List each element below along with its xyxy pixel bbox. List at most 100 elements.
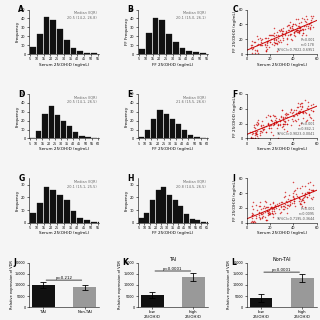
Point: [266, 36, 271, 41]
Point: [303, 193, 308, 198]
Point: [271, 200, 276, 205]
Point: [297, 26, 302, 31]
Point: [268, 36, 274, 42]
Point: [268, 39, 273, 44]
Point: [294, 28, 299, 33]
Point: [293, 29, 299, 34]
Point: [277, 118, 282, 124]
Bar: [44, 17, 49, 54]
Point: [302, 18, 307, 23]
Bar: [157, 110, 163, 139]
Point: [279, 31, 284, 36]
Point: [258, 42, 263, 47]
Point: [292, 203, 298, 208]
Bar: [166, 35, 172, 54]
Point: [274, 37, 279, 42]
Y-axis label: FF 25(OH)D (ng/mL): FF 25(OH)D (ng/mL): [234, 180, 237, 221]
Point: [307, 193, 312, 198]
Point: [267, 211, 272, 216]
Text: C: C: [233, 5, 238, 14]
Point: [250, 43, 255, 48]
Point: [258, 216, 263, 221]
Point: [253, 51, 258, 56]
Point: [250, 213, 255, 218]
Point: [250, 46, 255, 51]
Point: [299, 27, 304, 32]
Bar: [71, 212, 76, 223]
Point: [285, 22, 290, 27]
Point: [253, 130, 259, 135]
Point: [293, 192, 298, 197]
Point: [260, 215, 265, 220]
Point: [271, 114, 276, 119]
Point: [298, 24, 303, 29]
Point: [252, 40, 258, 45]
Point: [306, 21, 311, 27]
Point: [304, 13, 309, 19]
Point: [252, 122, 257, 127]
Point: [276, 36, 281, 41]
Point: [304, 24, 309, 29]
Point: [308, 179, 313, 184]
Point: [308, 20, 313, 25]
Point: [265, 38, 270, 44]
Text: Median (IQR)
20.5 (14.1, 26.5): Median (IQR) 20.5 (14.1, 26.5): [67, 95, 97, 104]
Y-axis label: FF 25(OH)D (ng/mL): FF 25(OH)D (ng/mL): [234, 95, 237, 137]
Point: [253, 131, 258, 136]
Point: [305, 25, 310, 30]
Y-axis label: Frequency: Frequency: [16, 190, 20, 211]
Bar: [207, 138, 212, 139]
Bar: [200, 53, 205, 54]
Point: [278, 28, 283, 33]
Point: [307, 111, 312, 116]
Title: TAI: TAI: [169, 257, 177, 262]
Bar: [167, 195, 172, 223]
Point: [282, 111, 287, 116]
Point: [255, 122, 260, 127]
Point: [248, 44, 253, 49]
Point: [271, 43, 276, 48]
Point: [272, 211, 277, 216]
Point: [260, 213, 265, 219]
Point: [308, 19, 313, 24]
Point: [259, 125, 264, 131]
Point: [299, 201, 304, 206]
Text: Median (IQR)
20.5 (14.2, 26.8): Median (IQR) 20.5 (14.2, 26.8): [67, 11, 97, 20]
Point: [310, 24, 316, 29]
Point: [278, 119, 283, 124]
Point: [249, 203, 254, 208]
Point: [271, 30, 276, 35]
Point: [290, 118, 295, 124]
Point: [276, 117, 282, 122]
Point: [295, 28, 300, 33]
Point: [303, 110, 308, 115]
Point: [280, 124, 285, 129]
Point: [264, 42, 269, 47]
Point: [285, 203, 290, 208]
Point: [281, 203, 286, 208]
Point: [274, 125, 279, 130]
Point: [292, 117, 298, 123]
Point: [299, 109, 304, 115]
Y-axis label: Relative expression of VDR: Relative expression of VDR: [10, 260, 13, 309]
Point: [284, 24, 289, 29]
Text: G: G: [18, 174, 25, 183]
Point: [253, 48, 258, 53]
Point: [310, 188, 315, 193]
Point: [259, 211, 264, 216]
Point: [279, 28, 284, 33]
Point: [304, 105, 309, 110]
Bar: [193, 52, 199, 54]
Text: Median (IQR)
20.8 (14.5, 26.5): Median (IQR) 20.8 (14.5, 26.5): [176, 180, 206, 188]
Point: [305, 189, 310, 195]
Point: [299, 121, 304, 126]
Point: [311, 101, 316, 107]
Bar: [186, 51, 192, 54]
Point: [310, 187, 316, 192]
Bar: [139, 49, 145, 54]
Point: [301, 199, 307, 204]
Point: [282, 195, 287, 200]
Point: [284, 121, 290, 126]
Point: [249, 220, 254, 225]
Point: [308, 26, 313, 31]
